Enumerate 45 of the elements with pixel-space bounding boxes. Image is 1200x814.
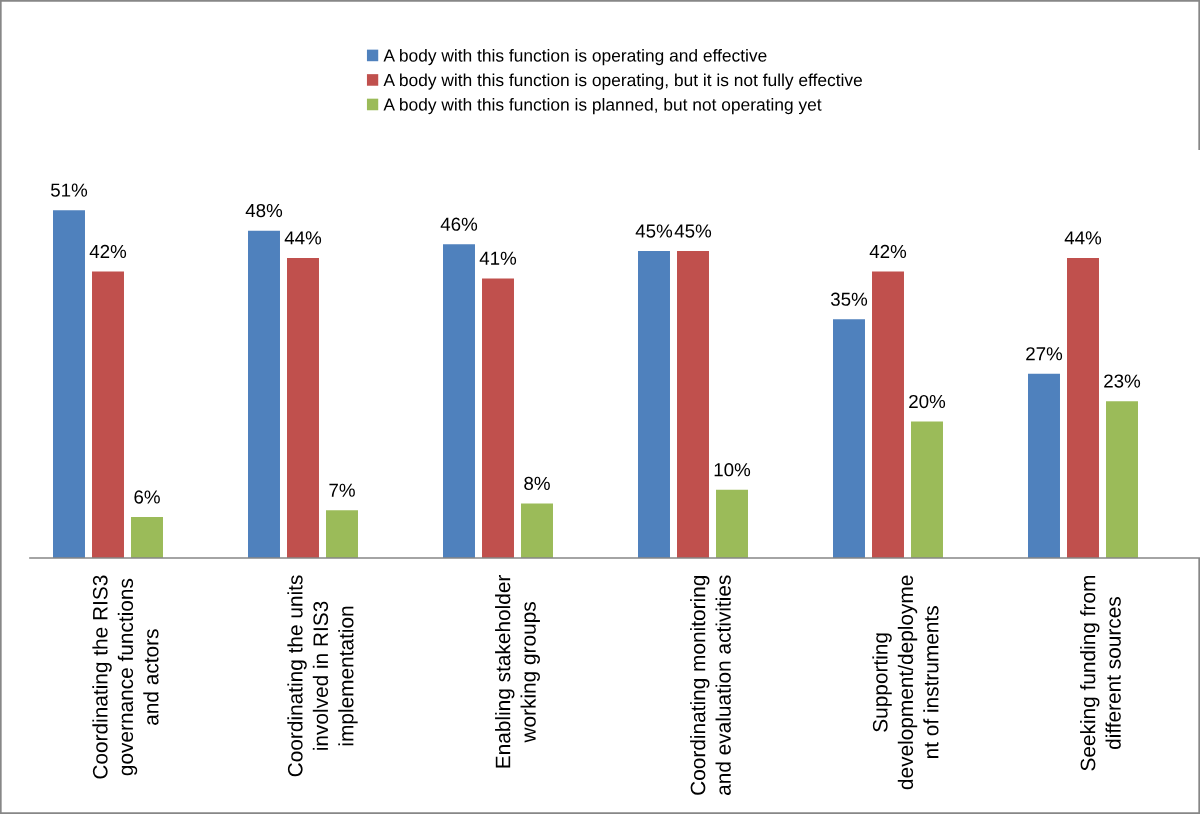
data-label: 27% — [1026, 347, 1063, 361]
bar — [833, 319, 865, 558]
bar — [248, 230, 280, 558]
bar — [443, 244, 475, 558]
x-tick-label: Coordinating monitoring and evaluation activities — [690, 575, 731, 795]
bar — [521, 503, 553, 558]
data-label: 10% — [714, 463, 751, 477]
bar — [716, 489, 748, 558]
x-tick-label: Enabling stakeholder working groups — [495, 575, 540, 768]
data-label: 42% — [869, 244, 907, 259]
bar — [911, 421, 943, 558]
data-label: 35% — [830, 292, 868, 306]
data-label: 20% — [909, 394, 946, 409]
data-label: 8% — [524, 476, 550, 491]
data-label: 48% — [245, 203, 283, 218]
bar — [131, 517, 163, 558]
data-label: 45% — [674, 224, 712, 238]
data-label: 6% — [134, 490, 160, 504]
legend-label: A body with this function is operating, but it is not fully effective — [383, 73, 862, 90]
bar — [326, 510, 358, 558]
bar — [1106, 401, 1138, 558]
x-tick-label: Coordinating the units involved in RIS3 implementation — [287, 575, 358, 777]
bar — [482, 278, 514, 558]
data-label: 41% — [479, 251, 517, 265]
x-tick-label: Seeking funding from different sources — [1080, 576, 1121, 771]
legend-label: A body with this function is planned, but not operating yet — [383, 97, 822, 115]
data-label: 44% — [284, 231, 322, 245]
bar — [92, 271, 124, 558]
x-tick-label: Coordinating the RIS3 governance functions and actors — [92, 575, 159, 779]
x-tick-label: Supporting development/deployme nt of instruments — [872, 575, 939, 790]
data-label: 51% — [50, 183, 88, 197]
data-label: 42% — [89, 244, 127, 259]
bar — [872, 271, 904, 558]
bar — [1028, 373, 1060, 558]
legend-label: A body with this function is operating and effective — [383, 48, 767, 66]
bar — [638, 251, 670, 558]
data-label: 45% — [635, 224, 673, 238]
data-label: 46% — [440, 217, 478, 231]
data-label: 44% — [1064, 231, 1102, 245]
data-label: 7% — [329, 483, 355, 497]
bar — [677, 251, 709, 558]
bar — [1067, 257, 1099, 558]
data-label: 23% — [1104, 374, 1141, 388]
bar — [53, 210, 85, 558]
bar — [287, 257, 319, 558]
